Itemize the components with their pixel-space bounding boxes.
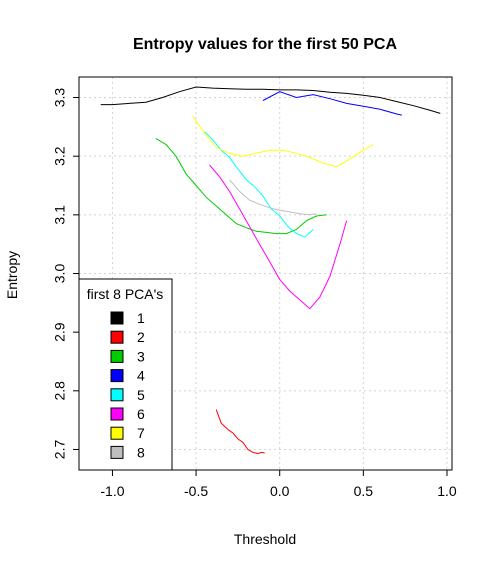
series-line-4 [262, 91, 402, 116]
chart-title: Entropy values for the first 50 PCA [133, 36, 398, 53]
series-line-1 [100, 86, 441, 114]
legend-swatch-3 [110, 349, 124, 363]
x-tick-label-1: -0.5 [184, 483, 208, 499]
y-tick-label-2: 2.9 [52, 322, 68, 342]
y-axis: 2.7 2.8 2.9 3.0 3.1 3.2 3.3 [52, 88, 79, 460]
legend-swatch-4 [110, 369, 124, 383]
legend-title: first 8 PCA's [87, 286, 164, 302]
legend-swatch-6 [110, 407, 124, 421]
legend-label-5: 5 [137, 387, 145, 403]
legend-box [78, 278, 173, 471]
y-tick-label-4: 3.1 [52, 205, 68, 225]
legend: first 8 PCA's 1 2 3 4 5 6 7 8 [78, 278, 173, 471]
x-tick-label-4: 1.0 [437, 483, 457, 499]
series-line-5 [204, 131, 314, 238]
legend-swatch-5 [110, 388, 124, 402]
y-tick-label-1: 2.8 [52, 381, 68, 401]
x-tick-label-2: 0.0 [270, 483, 290, 499]
y-tick-label-6: 3.3 [52, 88, 68, 108]
x-tick-label-3: 0.5 [354, 483, 374, 499]
x-axis-label: Threshold [234, 531, 296, 547]
legend-label-1: 1 [137, 310, 145, 326]
legend-swatch-1 [110, 311, 124, 325]
legend-entries: 1 2 3 4 5 6 7 8 [110, 310, 145, 460]
y-tick-label-0: 2.7 [52, 440, 68, 460]
legend-label-4: 4 [137, 368, 145, 384]
legend-label-7: 7 [137, 425, 145, 441]
series-line-6 [209, 164, 348, 310]
y-tick-label-3: 3.0 [52, 264, 68, 284]
legend-label-6: 6 [137, 406, 145, 422]
legend-swatch-2 [110, 330, 124, 344]
series-line-7 [192, 116, 374, 168]
series-line-3 [155, 138, 327, 235]
y-axis-label: Entropy [4, 251, 20, 299]
series-line-8 [229, 179, 317, 216]
x-axis: -1.0 -0.5 0.0 0.5 1.0 [100, 470, 457, 499]
series-layer [100, 86, 441, 455]
grid [79, 77, 452, 470]
x-tick-label-0: -1.0 [100, 483, 124, 499]
legend-swatch-7 [110, 426, 124, 440]
legend-label-3: 3 [137, 348, 145, 364]
y-tick-label-5: 3.2 [52, 146, 68, 166]
legend-label-2: 2 [137, 329, 145, 345]
legend-swatch-8 [110, 445, 124, 459]
series-line-2 [215, 409, 265, 455]
legend-label-8: 8 [137, 444, 145, 460]
